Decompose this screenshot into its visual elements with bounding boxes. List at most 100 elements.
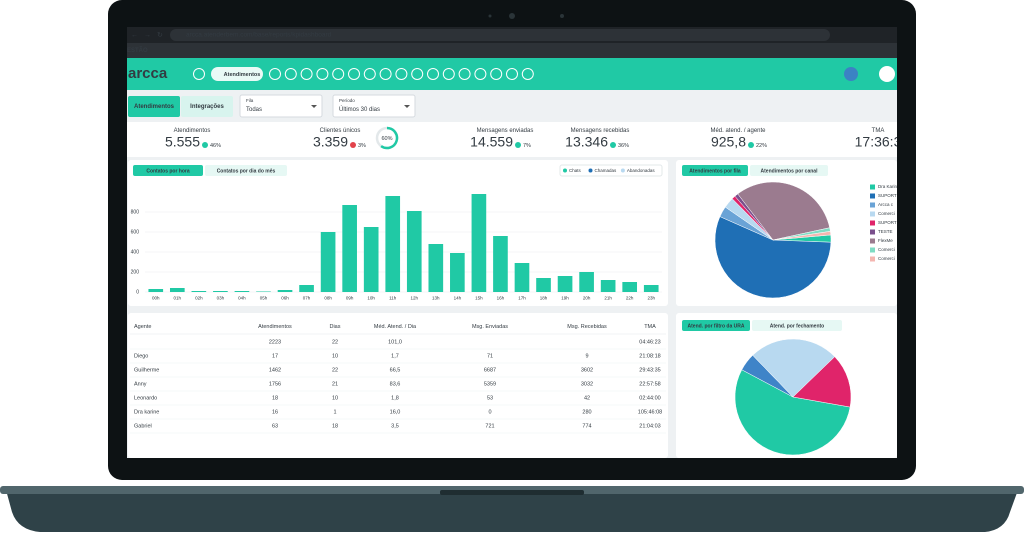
filter-label: Fila (246, 98, 254, 103)
x-tick-label: 04h (238, 296, 246, 301)
bar (622, 282, 638, 292)
screen-content: arcca.atenderbem.com/base/reports/kpidas… (127, 27, 900, 458)
nav-icon[interactable] (193, 68, 205, 80)
nav-active[interactable] (211, 67, 263, 81)
tab-label[interactable]: Atendimentos (134, 104, 175, 110)
pie-slice (737, 181, 830, 241)
legend-label: Chamadas (595, 168, 618, 173)
nav-icon[interactable] (427, 68, 439, 80)
filter[interactable] (239, 94, 323, 118)
chart-tab[interactable] (682, 165, 748, 176)
nav-icon[interactable] (506, 68, 518, 80)
table-cell: 71 (487, 353, 493, 359)
chart-tab-label[interactable]: Contatos por hora (146, 168, 190, 174)
bar (471, 194, 487, 292)
filter-value: Todas (246, 107, 262, 113)
bar (169, 288, 185, 292)
bar (406, 211, 422, 292)
nav-active-label[interactable]: Atendimentos (224, 72, 261, 78)
table-cell: 18 (332, 423, 338, 429)
nav-icon[interactable] (269, 68, 281, 80)
y-tick-label: 800 (131, 209, 140, 215)
y-tick-label: 600 (131, 229, 140, 235)
nav-icon[interactable] (490, 68, 503, 80)
kpi-value: 3.359 (313, 134, 348, 150)
legend-box (559, 164, 663, 177)
url: arcca.atenderbem.com/base/reports/kpidas… (186, 32, 332, 39)
tab[interactable] (128, 96, 180, 117)
kpi-label: Atendimentos (174, 128, 211, 134)
table-cell: 6687 (484, 367, 496, 373)
chart-tab[interactable] (133, 165, 203, 176)
nav-icon[interactable] (348, 68, 360, 80)
nav-icon[interactable] (379, 68, 392, 80)
nav-icon[interactable] (458, 68, 471, 80)
dropdown-arrow[interactable] (311, 105, 317, 108)
chart-tab-label[interactable]: Atendimentos por fila (689, 168, 741, 174)
table-cell: 66,5 (390, 367, 401, 373)
bar (299, 285, 314, 292)
x-tick-label: 09h (346, 296, 354, 301)
tab[interactable] (181, 96, 233, 117)
table-cell: 1462 (269, 367, 281, 373)
bookmark: ESTÃO (127, 47, 148, 54)
table-header: Msg. Enviadas (472, 324, 508, 330)
bar (514, 263, 530, 292)
chart-tab-label[interactable]: Atendimentos por canal (761, 168, 819, 174)
chart-tab-label[interactable]: Contatos por dia do mês (217, 168, 276, 174)
sensor (560, 14, 564, 18)
dropdown-arrow[interactable] (404, 105, 410, 108)
y-tick-label: 200 (131, 269, 140, 275)
chart-tab[interactable] (750, 165, 828, 176)
chart-tab[interactable] (752, 320, 842, 331)
y-tick-label: 0 (136, 289, 139, 295)
chart-tab-label[interactable]: Atend. por fechamento (770, 323, 824, 329)
avatar[interactable] (879, 66, 895, 82)
filter[interactable] (332, 94, 416, 118)
bar (579, 272, 594, 292)
tab-label[interactable]: Integrações (190, 104, 224, 110)
x-tick-label: 17h (518, 296, 526, 301)
browser-button[interactable]: ← (131, 32, 138, 39)
x-tick-label: 11h (389, 296, 397, 301)
legend-swatch (588, 168, 593, 173)
bar (342, 205, 357, 292)
nav-icon[interactable] (300, 68, 313, 80)
avatar[interactable] (844, 67, 858, 81)
table-header: Agente (134, 324, 151, 330)
nav-icon[interactable] (521, 68, 534, 80)
x-tick-label: 08h (324, 296, 332, 301)
table-cell: 3,5 (391, 423, 399, 429)
nav-icon[interactable] (474, 68, 487, 80)
pie-slice (714, 216, 832, 299)
table-cell: 774 (582, 423, 591, 429)
nav-icon[interactable] (395, 68, 408, 80)
nav-icon[interactable] (284, 68, 297, 80)
table-cell: 1 (333, 409, 336, 415)
x-tick-label: 14h (454, 296, 462, 301)
nav-icon[interactable] (411, 68, 424, 80)
chart-tab[interactable] (682, 320, 750, 331)
nav-icon[interactable] (316, 68, 329, 80)
bar (536, 278, 551, 292)
chart-tab[interactable] (205, 165, 287, 176)
x-tick-label: 23h (647, 296, 655, 301)
legend-swatch (870, 238, 875, 244)
nav-icon[interactable] (332, 68, 345, 80)
table-cell: 21:08:18 (639, 353, 660, 359)
legend-swatch (563, 168, 567, 173)
legend-label: Comerci (878, 256, 895, 261)
legend-label: Arcca c (878, 202, 894, 207)
browser-button[interactable]: → (144, 32, 151, 39)
table-cell: 3032 (581, 381, 593, 387)
nav-icon[interactable] (442, 68, 455, 80)
kpi-strip (127, 122, 897, 157)
pie-slice (752, 338, 836, 398)
bar (643, 285, 659, 292)
browser-button[interactable]: ↻ (157, 32, 163, 39)
nav-icon[interactable] (363, 68, 376, 80)
trend-icon (202, 142, 208, 148)
chart-tab-label[interactable]: Atend. por filtro da URA (688, 323, 745, 329)
table-cell: 105:46:08 (638, 409, 662, 415)
legend-label: Dra Karine (878, 184, 900, 189)
